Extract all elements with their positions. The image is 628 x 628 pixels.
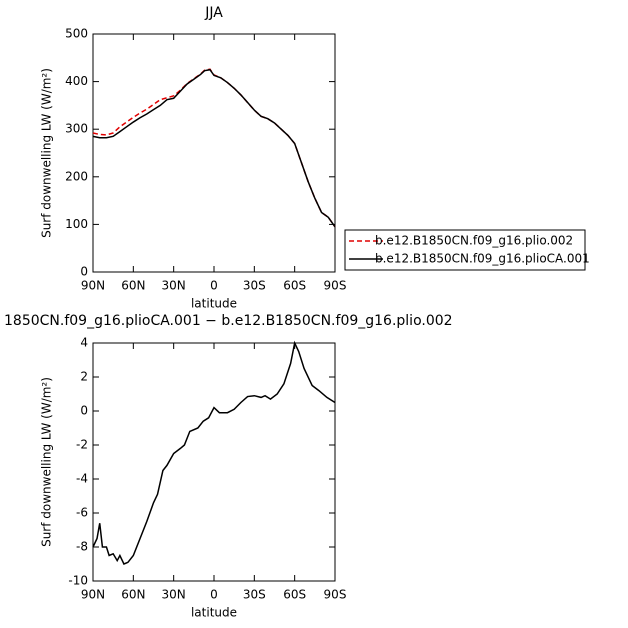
- y-tick-label: 2: [80, 370, 88, 384]
- x-tick-label: 0: [210, 588, 218, 602]
- y-tick-label: -2: [76, 438, 88, 452]
- x-tick-label: 90S: [324, 279, 347, 293]
- x-tick-label: 60N: [121, 588, 145, 602]
- x-tick-label: 90N: [81, 279, 105, 293]
- legend-box: [344, 229, 586, 271]
- x-tick-label: 0: [210, 279, 218, 293]
- y-axis-label: Surf downwelling LW (W/m²): [40, 68, 54, 238]
- x-tick-label: 60S: [283, 588, 306, 602]
- y-tick-label: 0: [80, 265, 88, 279]
- y-tick-label: -8: [76, 540, 88, 554]
- x-tick-label: 60S: [283, 279, 306, 293]
- y-tick-label: -6: [76, 506, 88, 520]
- y-tick-label: 200: [65, 169, 88, 183]
- y-tick-label: 4: [80, 336, 88, 350]
- legend-label: b.e12.B1850CN.f09_g16.plio.002: [375, 234, 573, 248]
- y-tick-label: -10: [68, 574, 88, 588]
- series-line: [92, 68, 336, 228]
- chart-title: 1850CN.f09_g16.plioCA.001 − b.e12.B1850C…: [4, 313, 453, 329]
- y-tick-label: 300: [65, 122, 88, 136]
- y-tick-label: 0: [80, 404, 88, 418]
- x-tick-label: 90N: [81, 588, 105, 602]
- x-axis-label: latitude: [191, 297, 237, 311]
- y-tick-label: -4: [76, 472, 88, 486]
- x-tick-label: 30S: [243, 588, 266, 602]
- plot-frame: [92, 342, 336, 582]
- y-tick-label: 100: [65, 217, 88, 231]
- legend-label: b.e12.B1850CN.f09_g16.plioCA.001: [375, 252, 590, 266]
- y-tick-label: 400: [65, 74, 88, 88]
- x-tick-label: 30N: [162, 279, 186, 293]
- y-tick-label: 500: [65, 27, 88, 41]
- y-axis-label: Surf downwelling LW (W/m²): [40, 377, 54, 547]
- series-line: [92, 340, 336, 565]
- series-line: [92, 68, 336, 228]
- x-tick-label: 90S: [324, 588, 347, 602]
- chart-title: JJA: [204, 5, 223, 21]
- x-tick-label: 30N: [162, 588, 186, 602]
- x-tick-label: 60N: [121, 279, 145, 293]
- x-axis-label: latitude: [191, 606, 237, 620]
- x-tick-label: 30S: [243, 279, 266, 293]
